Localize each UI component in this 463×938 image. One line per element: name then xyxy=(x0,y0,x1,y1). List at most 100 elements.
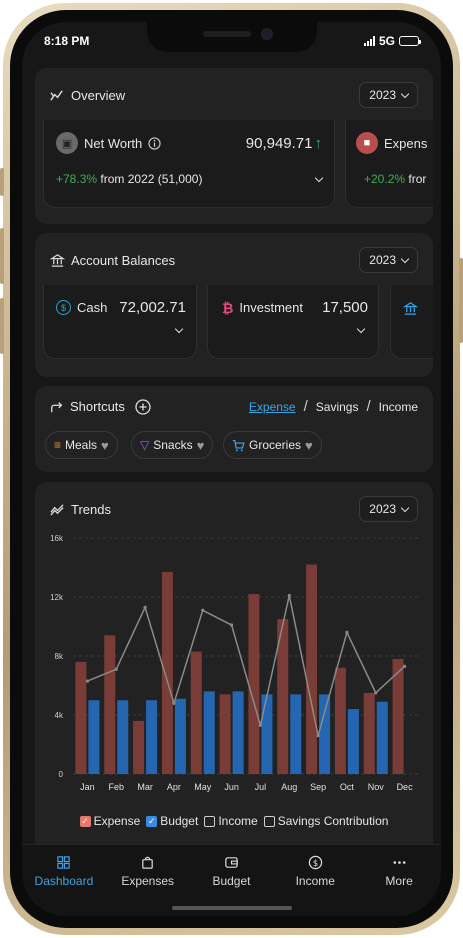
net-worth-point xyxy=(287,593,291,598)
tab-label: Income xyxy=(295,874,335,888)
tab-income[interactable]: Income xyxy=(378,399,418,414)
budget-bar xyxy=(174,698,186,774)
investment-tile[interactable]: ₿ Investment 17,500 xyxy=(207,285,379,359)
cash-label-group: $ Cash xyxy=(56,300,107,315)
shortcut-chip-groceries[interactable]: Groceries ♥ xyxy=(223,431,322,459)
net-worth-label-group: ▣ Net Worth xyxy=(56,132,161,154)
expense-bar xyxy=(104,635,116,774)
third-account-tile[interactable] xyxy=(390,285,433,359)
tab-expense[interactable]: Expense xyxy=(248,399,296,414)
info-icon[interactable] xyxy=(148,136,161,150)
x-tick-label: Aug xyxy=(281,782,297,792)
bank-icon xyxy=(50,253,65,267)
x-tick-label: Feb xyxy=(108,782,124,792)
x-tick-label: Oct xyxy=(340,782,355,792)
trends-year-select[interactable]: 2023 xyxy=(359,496,418,522)
legend-checkbox[interactable]: ✓ xyxy=(79,815,91,827)
heart-icon[interactable]: ♥ xyxy=(101,437,109,453)
legend-label: Expense xyxy=(93,814,141,828)
shortcut-chip-snacks[interactable]: ▽ Snacks ♥ xyxy=(131,431,214,459)
budget-bar xyxy=(203,691,215,774)
cash-value: 72,002.71 xyxy=(119,299,186,316)
x-tick-label: Nov xyxy=(368,782,385,792)
tab-expenses[interactable]: Expenses xyxy=(113,855,183,916)
budget-bar xyxy=(376,701,388,774)
chip-label: Groceries xyxy=(249,438,302,452)
volume-down-button xyxy=(0,298,4,354)
shortcuts-title-text: Shortcuts xyxy=(70,399,125,414)
y-tick-label: 12k xyxy=(50,593,64,602)
tab-dashboard[interactable]: Dashboard xyxy=(29,855,99,916)
expand-chevron-icon[interactable] xyxy=(314,173,324,182)
legend-savings-contribution[interactable]: Savings Contribution xyxy=(263,814,389,828)
heart-icon[interactable]: ♥ xyxy=(305,437,313,453)
burger-icon: ≡ xyxy=(54,438,62,452)
heart-icon[interactable]: ♥ xyxy=(196,437,205,453)
investment-expand-chevron-icon[interactable] xyxy=(356,324,366,334)
tab-budget[interactable]: Budget xyxy=(196,855,266,916)
account-balances-title: Account Balances xyxy=(50,253,175,268)
chevron-down-icon xyxy=(400,89,410,98)
bank-icon xyxy=(403,302,418,315)
tab-savings[interactable]: Savings xyxy=(315,399,359,414)
overview-year-select[interactable]: 2023 xyxy=(359,82,418,108)
expenses-tile[interactable]: ■ Expens +20.2% fror xyxy=(345,120,433,208)
add-circle-icon[interactable] xyxy=(135,398,151,415)
phone-frame: 8:18 PM 5G Overv xyxy=(0,3,463,935)
trends-card: Trends 2023 0 4k 8k 12k 16k Jan Feb Mar Apr May Ju… xyxy=(35,482,433,882)
x-tick-label: May xyxy=(194,782,212,792)
expense-bar xyxy=(277,619,289,774)
cash-tile[interactable]: $ Cash 72,002.71 xyxy=(43,285,197,359)
expenses-from: fror xyxy=(408,172,427,186)
overview-card: Overview 2023 ▣ Net Worth xyxy=(35,68,433,224)
legend-checkbox[interactable] xyxy=(204,815,216,827)
accounts-year-select[interactable]: 2023 xyxy=(359,247,418,273)
bitcoin-icon: ₿ xyxy=(222,299,234,316)
net-worth-point xyxy=(402,664,407,668)
chip-label: Snacks xyxy=(153,438,193,452)
tab-label: More xyxy=(385,874,413,888)
legend-label: Savings Contribution xyxy=(277,814,389,828)
shortcut-chip-meals[interactable]: ≡ Meals ♥ xyxy=(45,431,118,459)
network-label: 5G xyxy=(378,34,395,48)
shopping-bag-icon xyxy=(142,856,153,869)
net-worth-tile[interactable]: ▣ Net Worth 90,949.71 ↑ xyxy=(43,120,335,208)
dashboard-icon xyxy=(57,856,71,869)
notch xyxy=(146,22,317,52)
legend-checkbox[interactable] xyxy=(263,815,275,827)
budget-bar xyxy=(117,700,129,774)
net-worth-change-group: +78.3% from 2022 (51,000) xyxy=(56,172,202,186)
arrow-up-icon: ↑ xyxy=(314,134,323,152)
budget-bar xyxy=(232,691,244,774)
camera xyxy=(260,28,273,40)
expense-bar xyxy=(161,571,173,774)
y-tick-label: 8k xyxy=(55,652,64,661)
svg-text:$: $ xyxy=(313,858,318,868)
tab-label: Expenses xyxy=(121,874,175,888)
redirect-arrow-icon xyxy=(51,401,63,412)
legend-checkbox[interactable]: ✓ xyxy=(146,815,158,827)
net-worth-value-group: 90,949.71 ↑ xyxy=(246,135,322,152)
net-worth-icon: ▣ xyxy=(56,132,78,154)
y-tick-label: 0 xyxy=(59,770,64,779)
budget-bar xyxy=(88,700,100,774)
dollar-coin-icon: $ xyxy=(308,855,322,870)
legend-budget[interactable]: ✓ Budget xyxy=(146,814,198,828)
trends-chart: 0 4k 8k 12k 16k Jan Feb Mar Apr May Jun Jul Aug Sep Oc… xyxy=(35,532,433,802)
budget-bar xyxy=(319,694,331,774)
legend-expense[interactable]: ✓ Expense xyxy=(79,814,141,828)
cash-row: $ Cash 72,002.71 xyxy=(56,299,186,316)
cash-expand-chevron-icon[interactable] xyxy=(174,324,184,334)
bottom-tab-bar: Dashboard Expenses Budget xyxy=(22,844,441,916)
x-tick-label: Mar xyxy=(137,782,153,792)
legend-label: Income xyxy=(218,814,258,828)
trend-line-icon xyxy=(50,89,63,101)
account-balances-card: Account Balances 2023 $ Cash 72,002.71 xyxy=(35,233,433,377)
y-tick-label: 4k xyxy=(55,711,64,720)
signal-icon xyxy=(363,36,375,46)
expense-bar xyxy=(190,651,202,774)
legend-income[interactable]: Income xyxy=(204,814,258,828)
tab-more[interactable]: More xyxy=(364,855,434,916)
net-worth-point xyxy=(85,679,90,683)
tab-income[interactable]: $ Income xyxy=(280,855,350,916)
